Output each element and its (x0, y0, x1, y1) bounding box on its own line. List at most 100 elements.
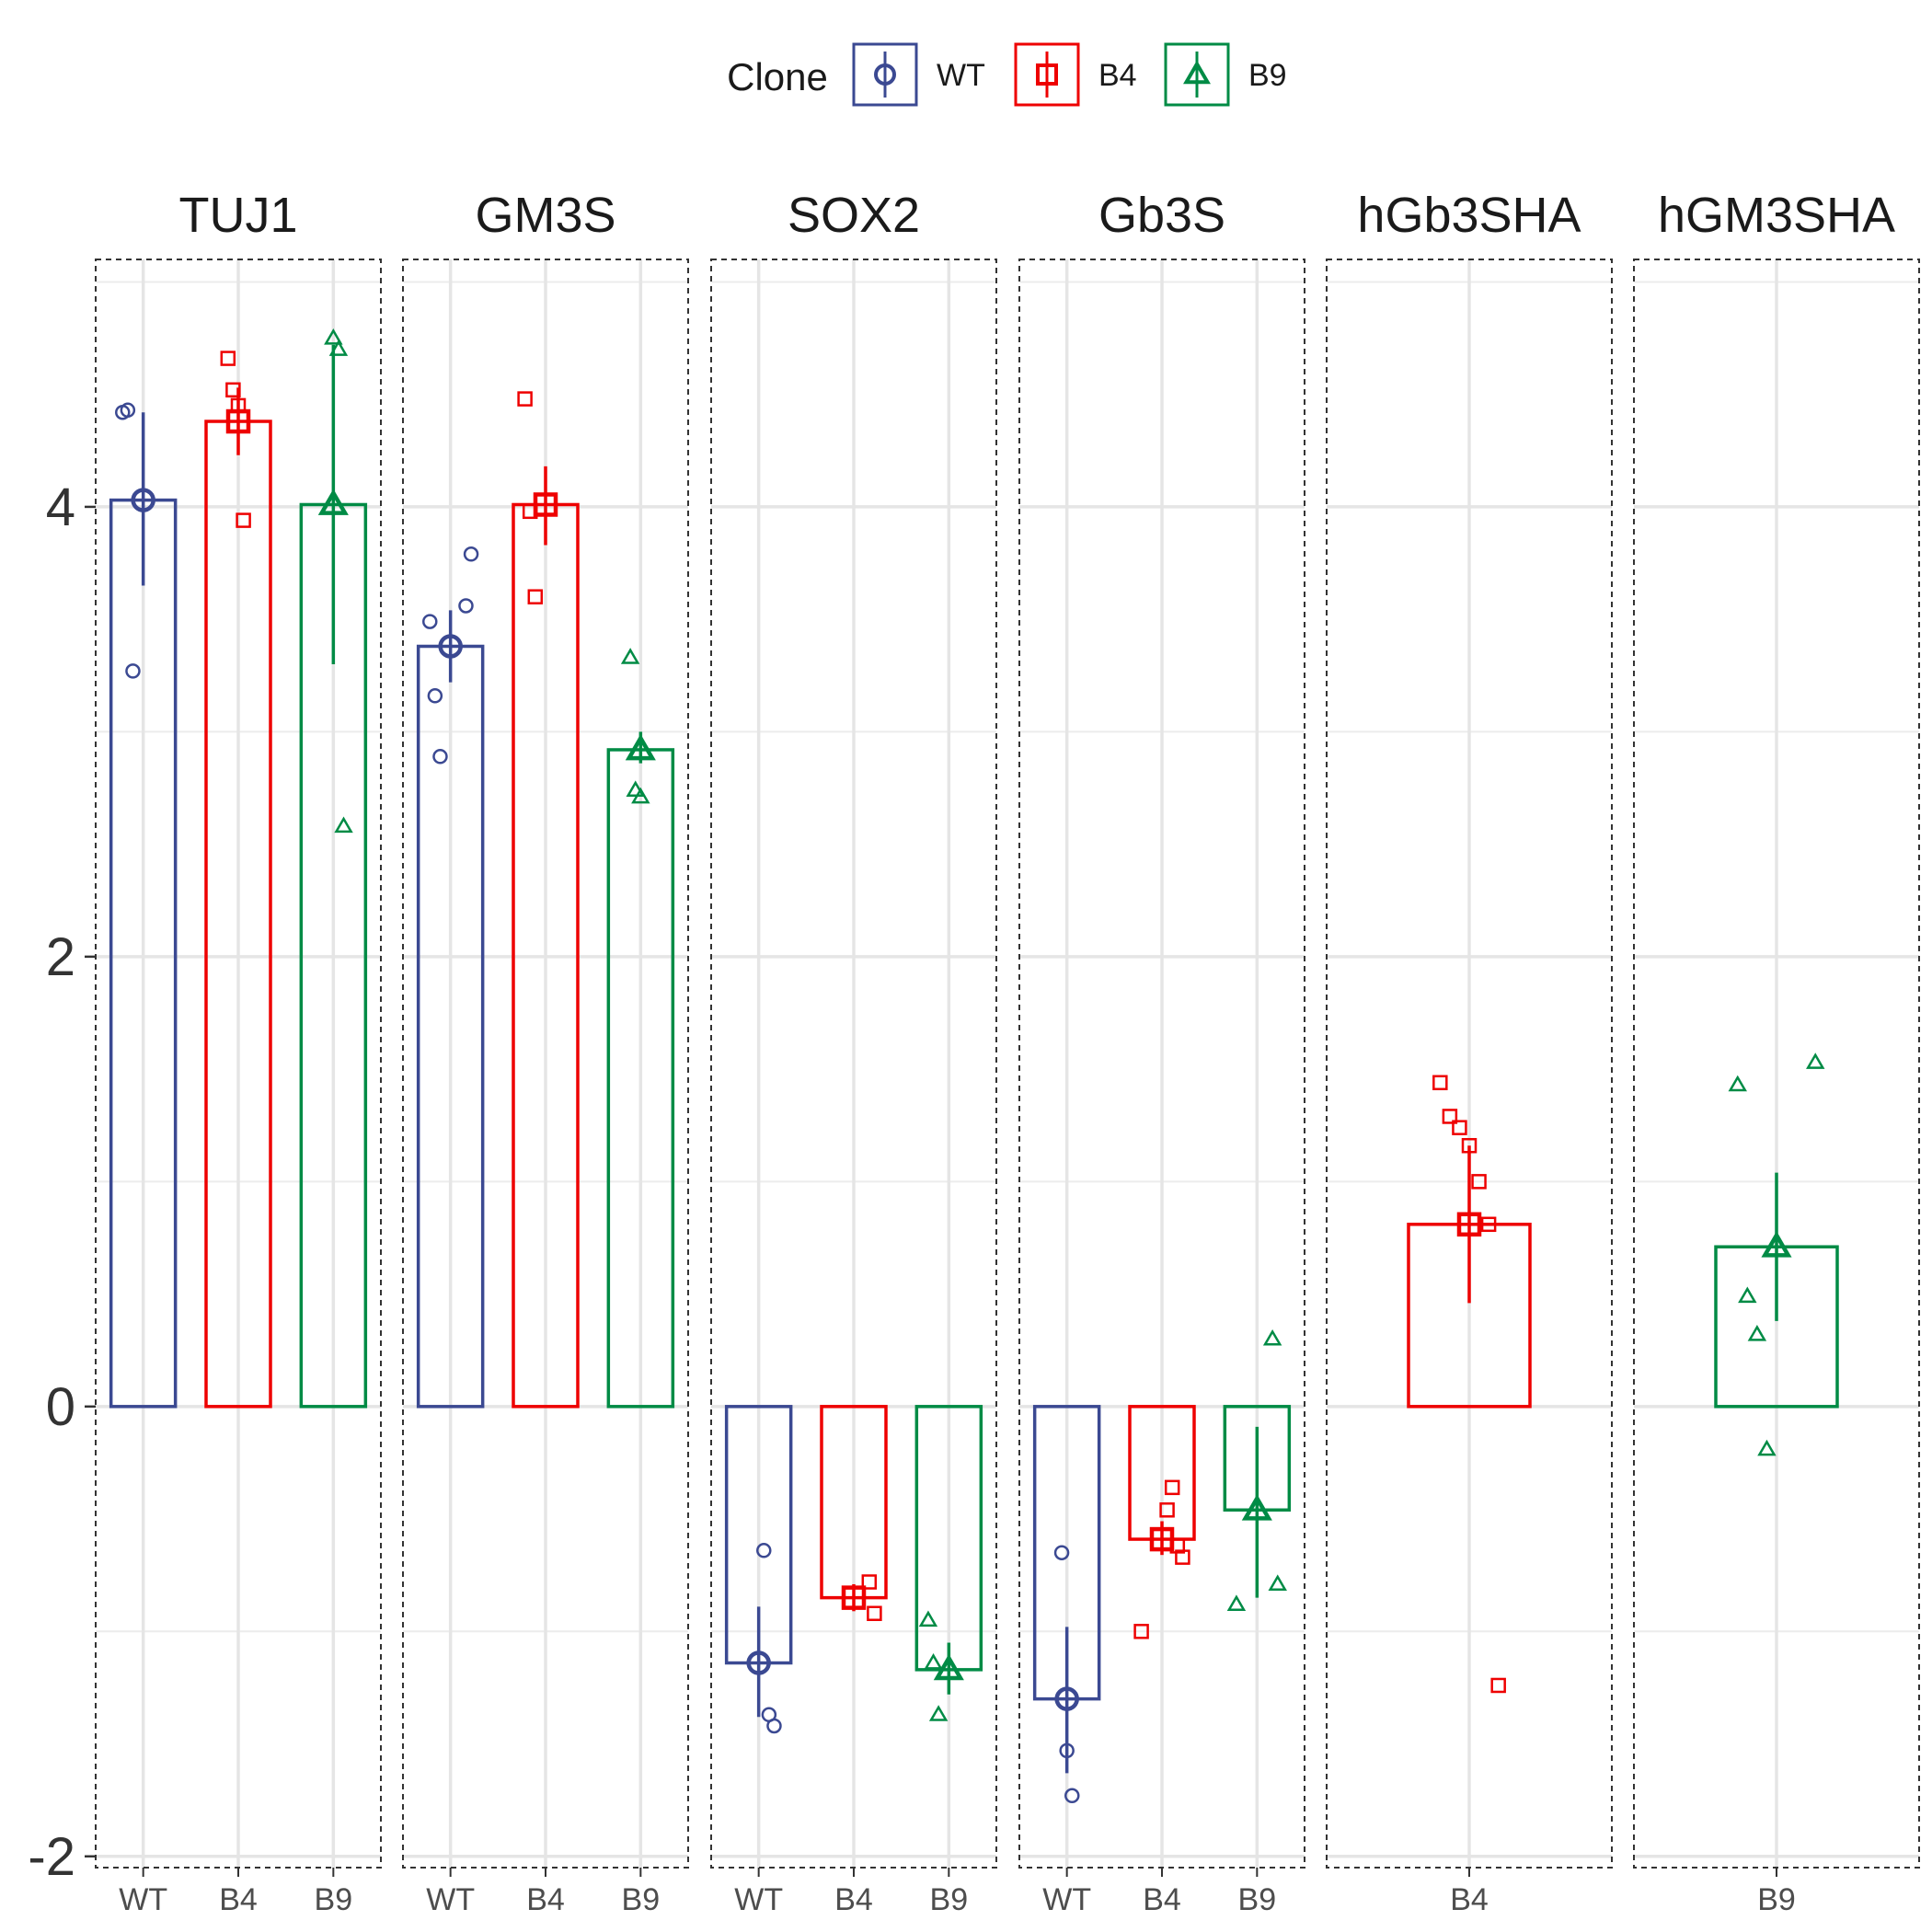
facet-panel-hgb3sha: hGb3SHA B4 (1326, 188, 1613, 1917)
data-point-b4 (1452, 1120, 1467, 1135)
data-point-b4 (236, 512, 251, 528)
data-point-b9 (928, 1705, 949, 1721)
data-point-b9 (631, 787, 650, 804)
x-tick-label: B9 (622, 1882, 661, 1917)
y-tick-label: 0 (46, 1377, 75, 1437)
data-point-b4 (1159, 1502, 1175, 1518)
x-tick-label: B4 (1143, 1882, 1181, 1917)
x-tick-label: B9 (1238, 1882, 1277, 1917)
x-tick-label: B9 (315, 1882, 353, 1917)
x-tick-label: B4 (1450, 1882, 1489, 1917)
legend-title: Clone (727, 55, 828, 98)
data-point-b4 (1442, 1109, 1458, 1124)
data-point-wt (125, 663, 141, 679)
mean-marker-wt (1054, 1686, 1079, 1711)
facet-title: TUJ1 (178, 188, 297, 243)
data-point-b9 (1728, 1075, 1747, 1092)
data-point-b4 (1490, 1677, 1506, 1694)
data-point-b9 (620, 648, 640, 664)
x-tick-label: WT (426, 1882, 475, 1917)
data-point-b9 (1262, 1328, 1282, 1346)
mean-marker-wt (746, 1650, 771, 1675)
legend-key-box-wt (852, 42, 918, 107)
data-point-b9 (626, 780, 645, 798)
data-point-b9 (1226, 1594, 1247, 1612)
facet-panels: TUJ1 WT B4 B9 GM3S WT B4 B9 SOX2 WT B4 B9 Gb3S WT B4 B9… (95, 188, 1920, 1917)
data-point-b9 (334, 816, 353, 834)
data-point-wt (120, 402, 136, 419)
data-point-wt (427, 688, 443, 704)
x-tick-label: WT (1042, 1882, 1091, 1917)
data-point-b4 (1480, 1216, 1497, 1233)
legend-key-box-b4 (1014, 42, 1080, 107)
data-point-b4 (517, 391, 533, 407)
data-point-b9 (1738, 1286, 1757, 1304)
y-axis: -2 0 2 4 (28, 477, 96, 1887)
data-point-b9 (1747, 1325, 1767, 1341)
data-point-b4 (861, 1574, 878, 1590)
y-tick-label: 4 (46, 477, 75, 537)
mean-marker-b9 (317, 489, 349, 515)
facet-title: hGM3SHA (1658, 188, 1895, 243)
data-point-b9 (1806, 1052, 1825, 1069)
x-tick-label: WT (734, 1882, 783, 1917)
data-point-wt (458, 598, 474, 614)
facet-panel-sox2: SOX2 WT B4 B9 (710, 188, 997, 1917)
data-point-b9 (1268, 1574, 1287, 1592)
facet-panel-gb3s: Gb3S WT B4 B9 (1018, 188, 1305, 1917)
data-point-b4 (1432, 1075, 1448, 1091)
mean-marker-b4 (841, 1585, 867, 1610)
legend-label-b9: B9 (1248, 58, 1287, 93)
data-point-wt (463, 546, 479, 562)
mean-marker-wt (438, 634, 463, 659)
mean-marker-wt (131, 488, 155, 512)
y-tick-label: 2 (46, 927, 75, 987)
facet-panel-gm3s: GM3S WT B4 B9 (402, 188, 689, 1917)
facet-title: GM3S (475, 188, 615, 243)
mean-marker-b9 (1761, 1231, 1792, 1258)
legend-label-b4: B4 (1098, 58, 1137, 93)
data-point-wt (766, 1718, 782, 1734)
data-point-b4 (1164, 1479, 1180, 1496)
facet-panel-hgm3sha: hGM3SHA B9 (1633, 188, 1920, 1917)
mean-marker-b4 (1456, 1212, 1482, 1237)
data-point-b4 (1133, 1624, 1149, 1639)
data-point-b4 (1175, 1549, 1190, 1565)
legend-key-box-b9 (1164, 42, 1230, 107)
data-point-b4 (220, 351, 236, 366)
mean-marker-b4 (225, 408, 251, 434)
data-point-b4 (867, 1605, 882, 1621)
y-tick-label: -2 (28, 1827, 75, 1887)
legend-key-circle-icon (874, 63, 896, 86)
data-point-wt (422, 614, 438, 629)
x-tick-label: B4 (526, 1882, 565, 1917)
data-point-b9 (918, 1610, 938, 1627)
mean-marker-b9 (625, 733, 656, 761)
data-point-wt (1064, 1788, 1080, 1804)
x-tick-label: B4 (834, 1882, 873, 1917)
x-tick-label: WT (119, 1882, 167, 1917)
x-tick-label: B9 (1757, 1882, 1796, 1917)
data-point-b4 (527, 589, 544, 604)
data-point-wt (432, 749, 448, 765)
data-point-b9 (1757, 1439, 1777, 1456)
legend: Clone WT B4 B9 (727, 42, 1287, 107)
legend-label-wt: WT (937, 58, 985, 93)
mean-marker-b9 (933, 1653, 964, 1681)
data-point-wt (756, 1543, 772, 1558)
facet-title: hGb3SHA (1357, 188, 1581, 243)
data-point-wt (1053, 1545, 1070, 1560)
data-point-b9 (324, 328, 343, 345)
facet-title: Gb3S (1098, 188, 1225, 243)
x-tick-label: B4 (219, 1882, 258, 1917)
mean-marker-b4 (533, 492, 558, 517)
data-point-b4 (1471, 1174, 1487, 1190)
mean-marker-b4 (1149, 1526, 1175, 1552)
facet-title: SOX2 (788, 188, 920, 243)
mean-marker-b9 (1241, 1494, 1272, 1521)
legend-key-square-icon (1036, 63, 1058, 86)
data-point-b9 (924, 1652, 943, 1670)
facet-panel-tuj1: TUJ1 WT B4 B9 (95, 188, 382, 1917)
